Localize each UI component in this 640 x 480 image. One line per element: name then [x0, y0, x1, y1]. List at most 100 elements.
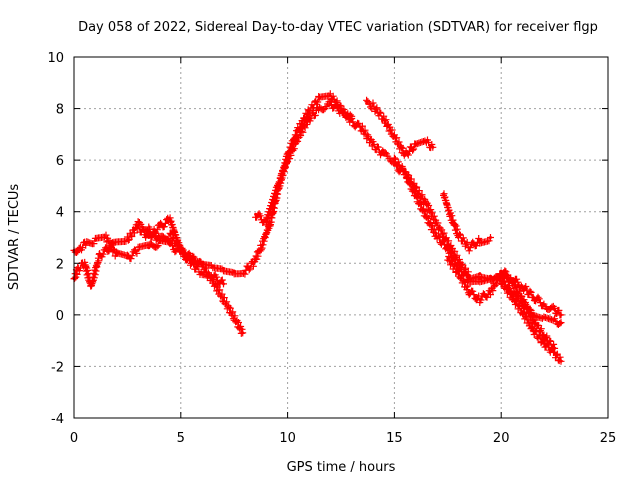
- data-point: [307, 117, 311, 121]
- series-track-3: [134, 214, 227, 288]
- data-point: [136, 248, 140, 252]
- data-point: [286, 158, 290, 162]
- y-tick-label: 4: [56, 206, 64, 221]
- data-point: [168, 217, 172, 221]
- data-point: [489, 290, 492, 294]
- data-point: [531, 318, 535, 322]
- data-point: [467, 290, 471, 294]
- data-point: [328, 94, 332, 98]
- data-point: [553, 346, 557, 350]
- series-track-6: [390, 159, 565, 365]
- y-tick-label: 0: [56, 309, 64, 324]
- data-point: [521, 310, 525, 314]
- x-tick-label: 0: [70, 431, 78, 446]
- data-point: [559, 321, 563, 325]
- data-point: [448, 212, 452, 216]
- data-point: [115, 254, 119, 257]
- data-point: [125, 256, 129, 260]
- data-point: [200, 272, 204, 276]
- data-point: [442, 192, 445, 196]
- data-point: [125, 238, 129, 242]
- chart-title: Day 058 of 2022, Sidereal Day-to-day VTE…: [78, 20, 598, 35]
- x-tick-label: 25: [600, 431, 617, 446]
- data-point: [241, 331, 245, 335]
- data-point: [318, 96, 322, 100]
- data-point: [467, 246, 471, 250]
- data-point: [510, 295, 514, 299]
- data-point: [553, 308, 557, 312]
- data-point: [264, 220, 268, 224]
- x-tick-label: 15: [386, 431, 403, 446]
- data-point: [190, 261, 193, 265]
- y-axis-label: SDTVAR / TECUs: [7, 184, 22, 291]
- data-point: [542, 303, 546, 306]
- series-track-7: [440, 190, 494, 255]
- data-point: [489, 274, 492, 278]
- data-point: [232, 315, 236, 319]
- data-point: [328, 101, 332, 105]
- data-point: [211, 264, 215, 268]
- data-point: [98, 254, 102, 257]
- data-point: [392, 163, 396, 167]
- y-tick-label: 2: [56, 257, 64, 272]
- series-track-1: [70, 90, 565, 328]
- data-point: [403, 153, 407, 157]
- data-point: [365, 101, 369, 105]
- data-point: [147, 246, 151, 250]
- data-point: [136, 225, 140, 229]
- data-point: [168, 243, 172, 247]
- data-point: [200, 264, 204, 268]
- data-point: [222, 282, 225, 286]
- data-point: [76, 266, 80, 270]
- y-tick-labels: -4 -2 0 2 4 6 8 10: [47, 51, 64, 427]
- data-point: [350, 120, 354, 123]
- data-point: [211, 274, 215, 278]
- data-point: [78, 246, 82, 250]
- data-point: [157, 225, 161, 229]
- data-point: [521, 285, 525, 288]
- data-series: [70, 90, 565, 365]
- data-point: [360, 127, 364, 131]
- data-point: [424, 140, 428, 144]
- data-point: [147, 236, 151, 239]
- y-tick-label: -4: [51, 412, 64, 427]
- grid-lines: [74, 57, 608, 418]
- data-point: [307, 109, 311, 113]
- data-point: [431, 145, 435, 149]
- data-point: [251, 261, 255, 265]
- data-point: [403, 171, 407, 175]
- data-point: [435, 223, 439, 227]
- data-point: [83, 261, 87, 265]
- data-point: [157, 241, 161, 245]
- data-point: [318, 107, 322, 111]
- x-tick-label: 20: [493, 431, 510, 446]
- data-point: [446, 246, 450, 250]
- data-point: [382, 117, 386, 121]
- data-point: [260, 243, 264, 247]
- data-point: [542, 334, 546, 337]
- data-point: [553, 352, 557, 355]
- data-point: [222, 297, 225, 301]
- series-track-4: [252, 98, 356, 229]
- data-point: [232, 269, 236, 273]
- x-tick-label: 10: [279, 431, 296, 446]
- data-point: [435, 236, 439, 239]
- data-point: [168, 233, 172, 237]
- data-point: [531, 295, 535, 299]
- x-tick-label: 5: [177, 431, 185, 446]
- data-point: [85, 241, 89, 245]
- data-point: [489, 236, 492, 239]
- y-tick-label: 6: [56, 154, 64, 169]
- data-point: [478, 272, 482, 276]
- data-point: [457, 272, 460, 276]
- series-marks: [440, 190, 494, 255]
- data-point: [222, 266, 225, 270]
- data-point: [371, 104, 375, 108]
- data-point: [254, 212, 258, 216]
- data-point: [157, 238, 161, 242]
- data-point: [446, 256, 450, 260]
- data-point: [559, 359, 563, 363]
- data-point: [414, 143, 418, 147]
- x-axis-label: GPS time / hours: [287, 460, 396, 475]
